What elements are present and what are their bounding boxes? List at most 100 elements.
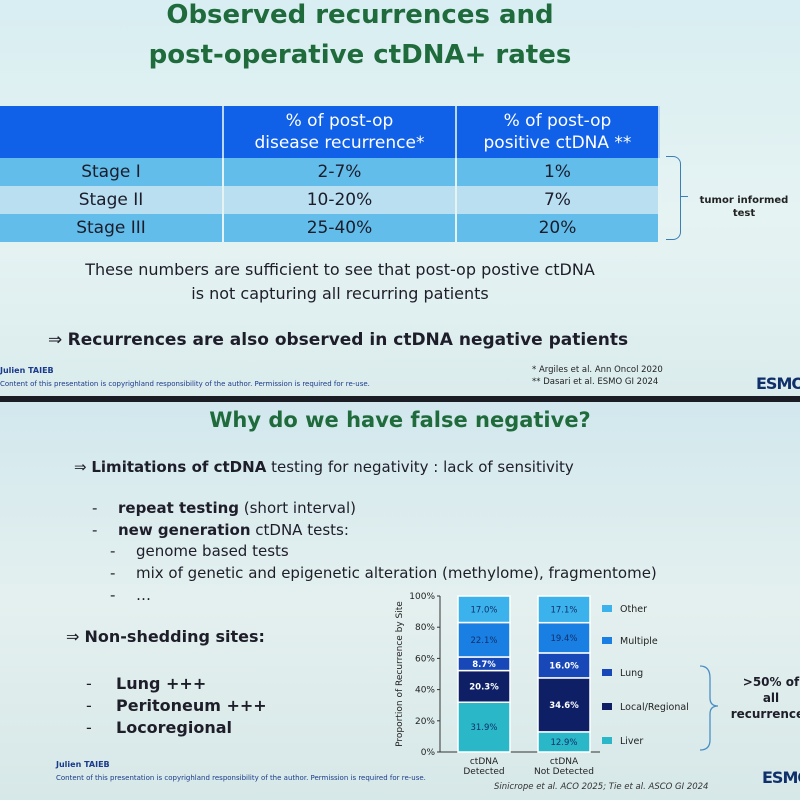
bar-segment-multiple xyxy=(537,621,591,654)
table-header-ctdna: % of post-op positive ctDNA ** xyxy=(455,106,661,158)
data-label: 8.7% xyxy=(472,660,496,670)
site-locoregional: Locoregional xyxy=(116,718,233,737)
y-tick-label: 80% xyxy=(415,623,435,633)
bullet-dash: - xyxy=(86,674,92,693)
table-header-recurrence: % of post-op disease recurrence* xyxy=(223,106,457,158)
explanation-paragraph: These numbers are sufficient to see that… xyxy=(0,258,680,306)
tumor-informed-line2: test xyxy=(732,208,756,219)
limitations-line: ⇒ Limitations of ctDNA testing for negat… xyxy=(74,458,574,476)
conclusion-line: ⇒ Recurrences are also observed in ctDNA… xyxy=(48,330,628,350)
legend-label: Lung xyxy=(620,668,643,679)
x-category-label: Not Detected xyxy=(534,767,594,777)
table-cell-ctdna: 7% xyxy=(455,186,661,214)
bullet-repeat-testing: - repeat testing (short interval) xyxy=(92,499,356,517)
header-recurrence-line2: disease recurrence* xyxy=(254,133,425,153)
site-item: - Peritoneum +++ xyxy=(86,696,267,715)
reference-2: ** Dasari et al. ESMO GI 2024 xyxy=(532,377,659,387)
y-axis-title: Proportion of Recurrence by Site xyxy=(395,601,405,747)
slide-false-negative: Why do we have false negative? ⇒ Limitat… xyxy=(0,402,800,800)
bar-segment-local-regional xyxy=(537,677,591,733)
y-tick-label: 40% xyxy=(415,686,435,696)
limitations-rest: testing for negativity : lack of sensiti… xyxy=(266,458,574,476)
bullet-dash: - xyxy=(110,586,116,604)
legend-swatch xyxy=(602,605,612,612)
legend-label: Multiple xyxy=(620,636,658,647)
data-label: 19.4% xyxy=(550,634,577,644)
author-name: Julien TAIEB xyxy=(0,366,54,375)
y-tick-label: 0% xyxy=(421,748,436,758)
limitations-bold: Limitations of ctDNA xyxy=(91,458,267,476)
author-name: Julien TAIEB xyxy=(56,760,110,769)
table-cell-stage: Stage I xyxy=(0,158,224,186)
ctdna-brace xyxy=(666,156,681,240)
table-cell-ctdna: 20% xyxy=(455,214,661,242)
header-recurrence-line1: % of post-op xyxy=(285,111,394,131)
bar-segment-lung xyxy=(537,652,591,679)
chart-citations: Sinicrope et al. ACO 2025; Tie et al. AS… xyxy=(494,782,709,792)
bullet-repeat-rest: (short interval) xyxy=(239,499,356,517)
majority-label: >50% of all recurrences xyxy=(726,674,800,722)
non-shedding-text: Non-shedding sites: xyxy=(84,627,265,646)
sub-bullet-ellipsis-text: … xyxy=(136,586,151,604)
table-cell-recurrence: 2-7% xyxy=(223,158,457,186)
recurrence-site-chart: 0% 20% 40% 60% 80% 100% Proportion of Recurren… xyxy=(395,592,718,777)
bullet-newgen-bold: new generation xyxy=(118,521,251,539)
y-tick-label: 20% xyxy=(415,717,435,727)
data-label: 17.1% xyxy=(550,605,577,615)
data-label: 12.9% xyxy=(550,738,577,748)
bar-segment-local-regional xyxy=(457,669,511,703)
double-arrow-icon: ⇒ xyxy=(48,330,63,350)
table-row: Stage III 25-40% 20% xyxy=(0,214,661,242)
header-ctdna-line1: % of post-op xyxy=(503,111,612,131)
data-label: 31.9% xyxy=(470,723,497,733)
conclusion-text: Recurrences are also observed in ctDNA n… xyxy=(67,330,629,350)
x-category-label: Detected xyxy=(463,767,504,777)
data-label: 17.0% xyxy=(470,605,497,615)
slide-observed-recurrences: Observed recurrences and post-operative … xyxy=(0,0,800,396)
table-header-blank xyxy=(0,106,224,158)
slide2-title: Why do we have false negative? xyxy=(209,408,591,432)
legend-label: Local/Regional xyxy=(620,702,689,713)
ctdna-brace-tip xyxy=(680,196,688,197)
table-header-row: % of post-op disease recurrence* % of po… xyxy=(0,106,661,158)
sub-bullet-methylome-text: mix of genetic and epigenetic alteration… xyxy=(136,564,657,582)
explanation-line1: These numbers are sufficient to see that… xyxy=(85,260,595,279)
data-label: 16.0% xyxy=(549,661,579,671)
bullet-dash: - xyxy=(110,542,116,560)
majority-label-line2: all recurrences xyxy=(730,691,800,721)
site-item: - Locoregional xyxy=(86,718,232,737)
legend-swatch xyxy=(602,637,612,644)
sub-bullet-ellipsis: -… xyxy=(110,586,151,604)
data-label: 22.1% xyxy=(470,636,497,646)
slide1-title-line2: post-operative ctDNA+ rates xyxy=(148,40,572,70)
sub-bullet-genome-text: genome based tests xyxy=(136,542,289,560)
table-row: Stage II 10-20% 7% xyxy=(0,186,661,214)
bullet-dash: - xyxy=(86,718,92,737)
legend-group-brace xyxy=(699,665,718,751)
double-arrow-icon: ⇒ xyxy=(74,458,87,476)
bullet-new-generation: - new generation ctDNA tests: xyxy=(92,521,349,539)
bullet-newgen-rest: ctDNA tests: xyxy=(250,521,349,539)
data-label: 20.3% xyxy=(469,682,499,692)
legend-label: Liver xyxy=(620,736,643,747)
data-label: 34.6% xyxy=(549,701,579,711)
sub-bullet-genome: - genome based tests xyxy=(110,542,289,560)
bar-segment-liver xyxy=(457,701,511,753)
bullet-dash: - xyxy=(92,499,98,517)
legend-swatch xyxy=(602,703,612,710)
esmo-logo: ESMO xyxy=(762,768,800,787)
copyright-notice: Content of this presentation is copyrigh… xyxy=(0,380,370,388)
majority-label-line1: >50% of xyxy=(742,675,800,689)
bullet-dash: - xyxy=(110,564,116,582)
site-peritoneum: Peritoneum +++ xyxy=(116,696,267,715)
x-category-label: ctDNA xyxy=(470,757,499,767)
bullet-dash: - xyxy=(86,696,92,715)
header-ctdna-line2: positive ctDNA ** xyxy=(483,133,632,153)
table-cell-stage: Stage II xyxy=(0,186,224,214)
references: * Argiles et al. Ann Oncol 2020 ** Dasar… xyxy=(532,364,663,388)
table-cell-stage: Stage III xyxy=(0,214,224,242)
esmo-logo: ESMO xyxy=(756,374,800,393)
table-cell-recurrence: 10-20% xyxy=(223,186,457,214)
explanation-line2: is not capturing all recurring patients xyxy=(191,284,489,303)
tumor-informed-line1: tumor informed xyxy=(699,195,789,206)
